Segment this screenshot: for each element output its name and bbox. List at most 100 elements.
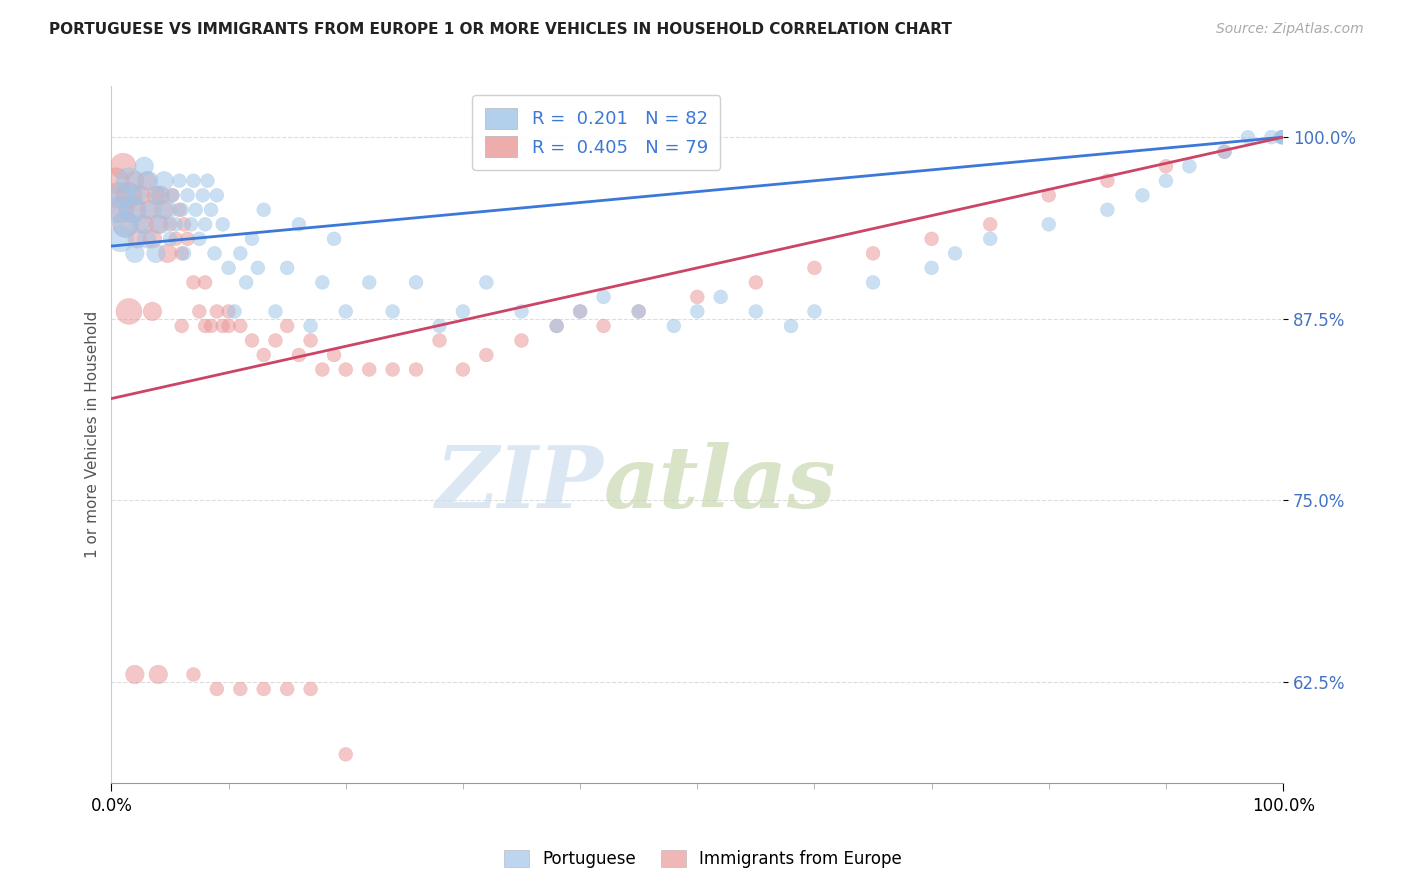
- Point: [141, 232, 163, 246]
- Point: [311, 362, 333, 376]
- Point: [229, 246, 252, 260]
- Point: [862, 246, 884, 260]
- Point: [149, 188, 172, 202]
- Point: [218, 318, 240, 333]
- Point: [176, 232, 198, 246]
- Point: [745, 304, 768, 318]
- Point: [323, 232, 346, 246]
- Point: [205, 188, 228, 202]
- Point: [299, 681, 322, 696]
- Point: [145, 246, 167, 260]
- Point: [176, 188, 198, 202]
- Point: [662, 318, 685, 333]
- Point: [546, 318, 568, 333]
- Point: [200, 202, 222, 217]
- Point: [780, 318, 803, 333]
- Point: [451, 304, 474, 318]
- Point: [105, 174, 128, 188]
- Point: [135, 232, 157, 246]
- Point: [138, 174, 160, 188]
- Point: [299, 334, 322, 348]
- Legend: Portuguese, Immigrants from Europe: Portuguese, Immigrants from Europe: [498, 843, 908, 875]
- Point: [114, 217, 136, 231]
- Point: [311, 276, 333, 290]
- Point: [205, 681, 228, 696]
- Y-axis label: 1 or more Vehicles in Household: 1 or more Vehicles in Household: [86, 311, 100, 558]
- Point: [686, 290, 709, 304]
- Point: [1038, 188, 1060, 202]
- Point: [979, 217, 1001, 231]
- Point: [686, 304, 709, 318]
- Point: [405, 276, 427, 290]
- Point: [129, 217, 152, 231]
- Point: [124, 246, 146, 260]
- Point: [745, 276, 768, 290]
- Point: [159, 217, 181, 231]
- Point: [1237, 130, 1260, 145]
- Point: [1038, 217, 1060, 231]
- Point: [184, 202, 207, 217]
- Point: [475, 348, 498, 362]
- Point: [253, 348, 276, 362]
- Point: [569, 304, 592, 318]
- Point: [224, 304, 246, 318]
- Point: [118, 174, 141, 188]
- Point: [335, 747, 357, 762]
- Point: [592, 290, 614, 304]
- Point: [148, 217, 170, 231]
- Point: [1270, 130, 1292, 145]
- Point: [105, 202, 128, 217]
- Point: [359, 362, 381, 376]
- Point: [218, 260, 240, 275]
- Point: [253, 202, 276, 217]
- Point: [451, 362, 474, 376]
- Point: [429, 334, 451, 348]
- Point: [921, 232, 943, 246]
- Point: [229, 318, 252, 333]
- Point: [1213, 145, 1236, 159]
- Point: [107, 188, 129, 202]
- Point: [381, 304, 404, 318]
- Point: [121, 202, 143, 217]
- Point: [288, 348, 311, 362]
- Point: [1154, 174, 1177, 188]
- Point: [276, 681, 298, 696]
- Point: [138, 202, 160, 217]
- Point: [180, 217, 202, 231]
- Point: [118, 304, 141, 318]
- Point: [1178, 159, 1201, 173]
- Point: [118, 188, 141, 202]
- Point: [1213, 145, 1236, 159]
- Point: [173, 246, 195, 260]
- Point: [288, 217, 311, 231]
- Point: [246, 260, 269, 275]
- Point: [200, 318, 222, 333]
- Point: [112, 159, 135, 173]
- Point: [235, 276, 257, 290]
- Point: [194, 276, 217, 290]
- Point: [148, 667, 170, 681]
- Point: [135, 174, 157, 188]
- Point: [276, 260, 298, 275]
- Point: [170, 318, 193, 333]
- Point: [546, 318, 568, 333]
- Point: [170, 246, 193, 260]
- Point: [475, 276, 498, 290]
- Point: [191, 188, 214, 202]
- Point: [1272, 130, 1295, 145]
- Point: [510, 334, 533, 348]
- Point: [183, 276, 205, 290]
- Point: [627, 304, 650, 318]
- Point: [124, 667, 146, 681]
- Point: [229, 681, 252, 696]
- Point: [1097, 202, 1119, 217]
- Point: [127, 188, 149, 202]
- Point: [149, 217, 172, 231]
- Point: [211, 318, 233, 333]
- Point: [162, 188, 184, 202]
- Point: [627, 304, 650, 318]
- Point: [1272, 130, 1295, 145]
- Point: [141, 202, 163, 217]
- Point: [145, 188, 167, 202]
- Point: [121, 202, 143, 217]
